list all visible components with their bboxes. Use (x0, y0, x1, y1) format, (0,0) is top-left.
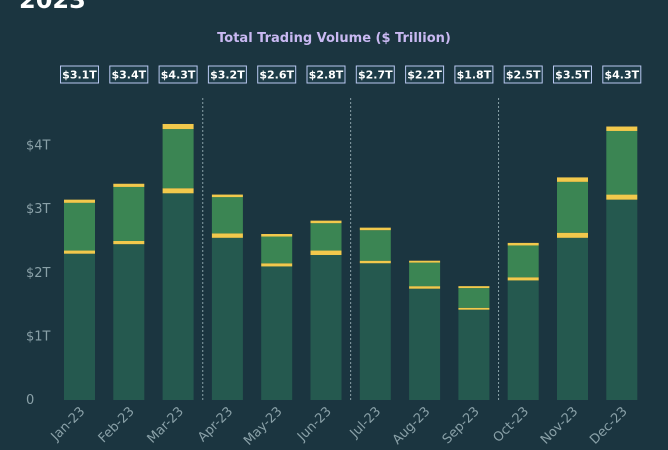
bar-segment (458, 307, 490, 310)
bar-segment (458, 309, 490, 400)
total-label-box (60, 65, 99, 84)
total-label-box (355, 65, 395, 84)
bar-segment (606, 199, 638, 400)
bar-segment (261, 234, 293, 237)
bar-segment (310, 223, 342, 251)
x-tick-label: Dec-23 (587, 404, 630, 447)
bar-segment (211, 233, 243, 238)
total-label: $4.3T (161, 69, 196, 82)
total-label: $2.5T (506, 69, 541, 82)
bar-segment (310, 220, 342, 224)
total-label: $1.8T (457, 69, 492, 82)
bar-segment (64, 199, 95, 203)
x-tick-label: Apr-23 (195, 404, 236, 445)
bar-segment (557, 177, 588, 182)
bar-segment (261, 236, 293, 264)
total-label: $4.3T (604, 69, 639, 82)
bar-segment (162, 188, 194, 194)
y-tick-label: $4T (26, 139, 51, 154)
page-heading: 2023 (19, 0, 86, 14)
total-label: $3.5T (555, 69, 590, 82)
bar-segment (606, 126, 638, 131)
x-tick-label: Jul-23 (347, 404, 384, 441)
total-label-box (553, 65, 592, 84)
bar-segment (557, 181, 588, 233)
bar-segment (162, 123, 194, 130)
total-label: $3.2T (210, 69, 245, 82)
bar-segment (261, 263, 293, 267)
bar-segment (359, 263, 391, 400)
x-tick-label: May-23 (241, 404, 285, 448)
total-label-box (454, 65, 494, 84)
x-tick-label: Nov-23 (538, 404, 581, 447)
total-label: $2.2T (407, 69, 442, 82)
x-tick-label: Aug-23 (390, 404, 434, 448)
bar-segment (113, 183, 145, 187)
bar-segment (162, 129, 194, 189)
bar-segment (409, 262, 441, 287)
x-tick-label: Mar-23 (145, 404, 187, 446)
bar-segment (409, 260, 441, 263)
x-tick-label: Sep-23 (440, 404, 483, 447)
total-label: $3.1T (62, 69, 97, 82)
bar-segment (507, 242, 539, 246)
bar-segment (507, 280, 539, 400)
total-label: $2.7T (358, 69, 393, 82)
bar-segment (211, 237, 243, 400)
total-label-box (257, 65, 297, 84)
bar-segment (359, 260, 391, 264)
y-tick-label: $3T (26, 202, 51, 217)
bar-segment (409, 288, 441, 400)
bar-segment (211, 194, 243, 198)
x-tick-label: Jun-23 (294, 404, 335, 445)
y-tick-label: 0 (26, 393, 34, 408)
x-tick-label: Oct-23 (491, 404, 533, 446)
bar-segment (211, 197, 243, 234)
bar-segment (261, 266, 293, 400)
bar-segment (458, 288, 490, 308)
bar-segment (359, 227, 391, 231)
bar-segment (409, 286, 441, 289)
bar-segment (310, 250, 342, 255)
total-label: $2.6T (259, 69, 294, 82)
bar-segment (64, 253, 95, 400)
bar-segment (113, 244, 145, 400)
total-label-box (158, 65, 198, 84)
bar-segment (359, 230, 391, 261)
total-label-box (405, 65, 445, 84)
y-tick-label: $1T (26, 329, 51, 344)
total-label: $3.4T (111, 69, 146, 82)
x-tick-label: Feb-23 (96, 404, 138, 446)
bar-segment (162, 193, 194, 400)
bar-segment (606, 130, 638, 195)
bar-segment (557, 237, 588, 400)
total-label-box (109, 65, 149, 84)
bar-segment (64, 250, 95, 254)
bar-segment (606, 194, 638, 200)
total-label-box (306, 65, 346, 84)
bar-segment (507, 277, 539, 281)
total-label-box (503, 65, 543, 84)
chart-title: Total Trading Volume ($ Trillion) (217, 31, 451, 46)
bar-segment (458, 286, 490, 289)
bar-segment (310, 254, 342, 400)
bar-segment (557, 232, 588, 238)
total-label-box (207, 65, 247, 84)
total-label: $2.8T (309, 69, 344, 82)
x-tick-label: Jan-23 (48, 404, 89, 445)
bar-segment (64, 202, 95, 251)
total-label-box (602, 65, 642, 84)
bar-segment (507, 245, 539, 278)
bar-segment (113, 186, 145, 241)
bar-segment (113, 241, 145, 245)
y-tick-label: $2T (26, 266, 51, 281)
